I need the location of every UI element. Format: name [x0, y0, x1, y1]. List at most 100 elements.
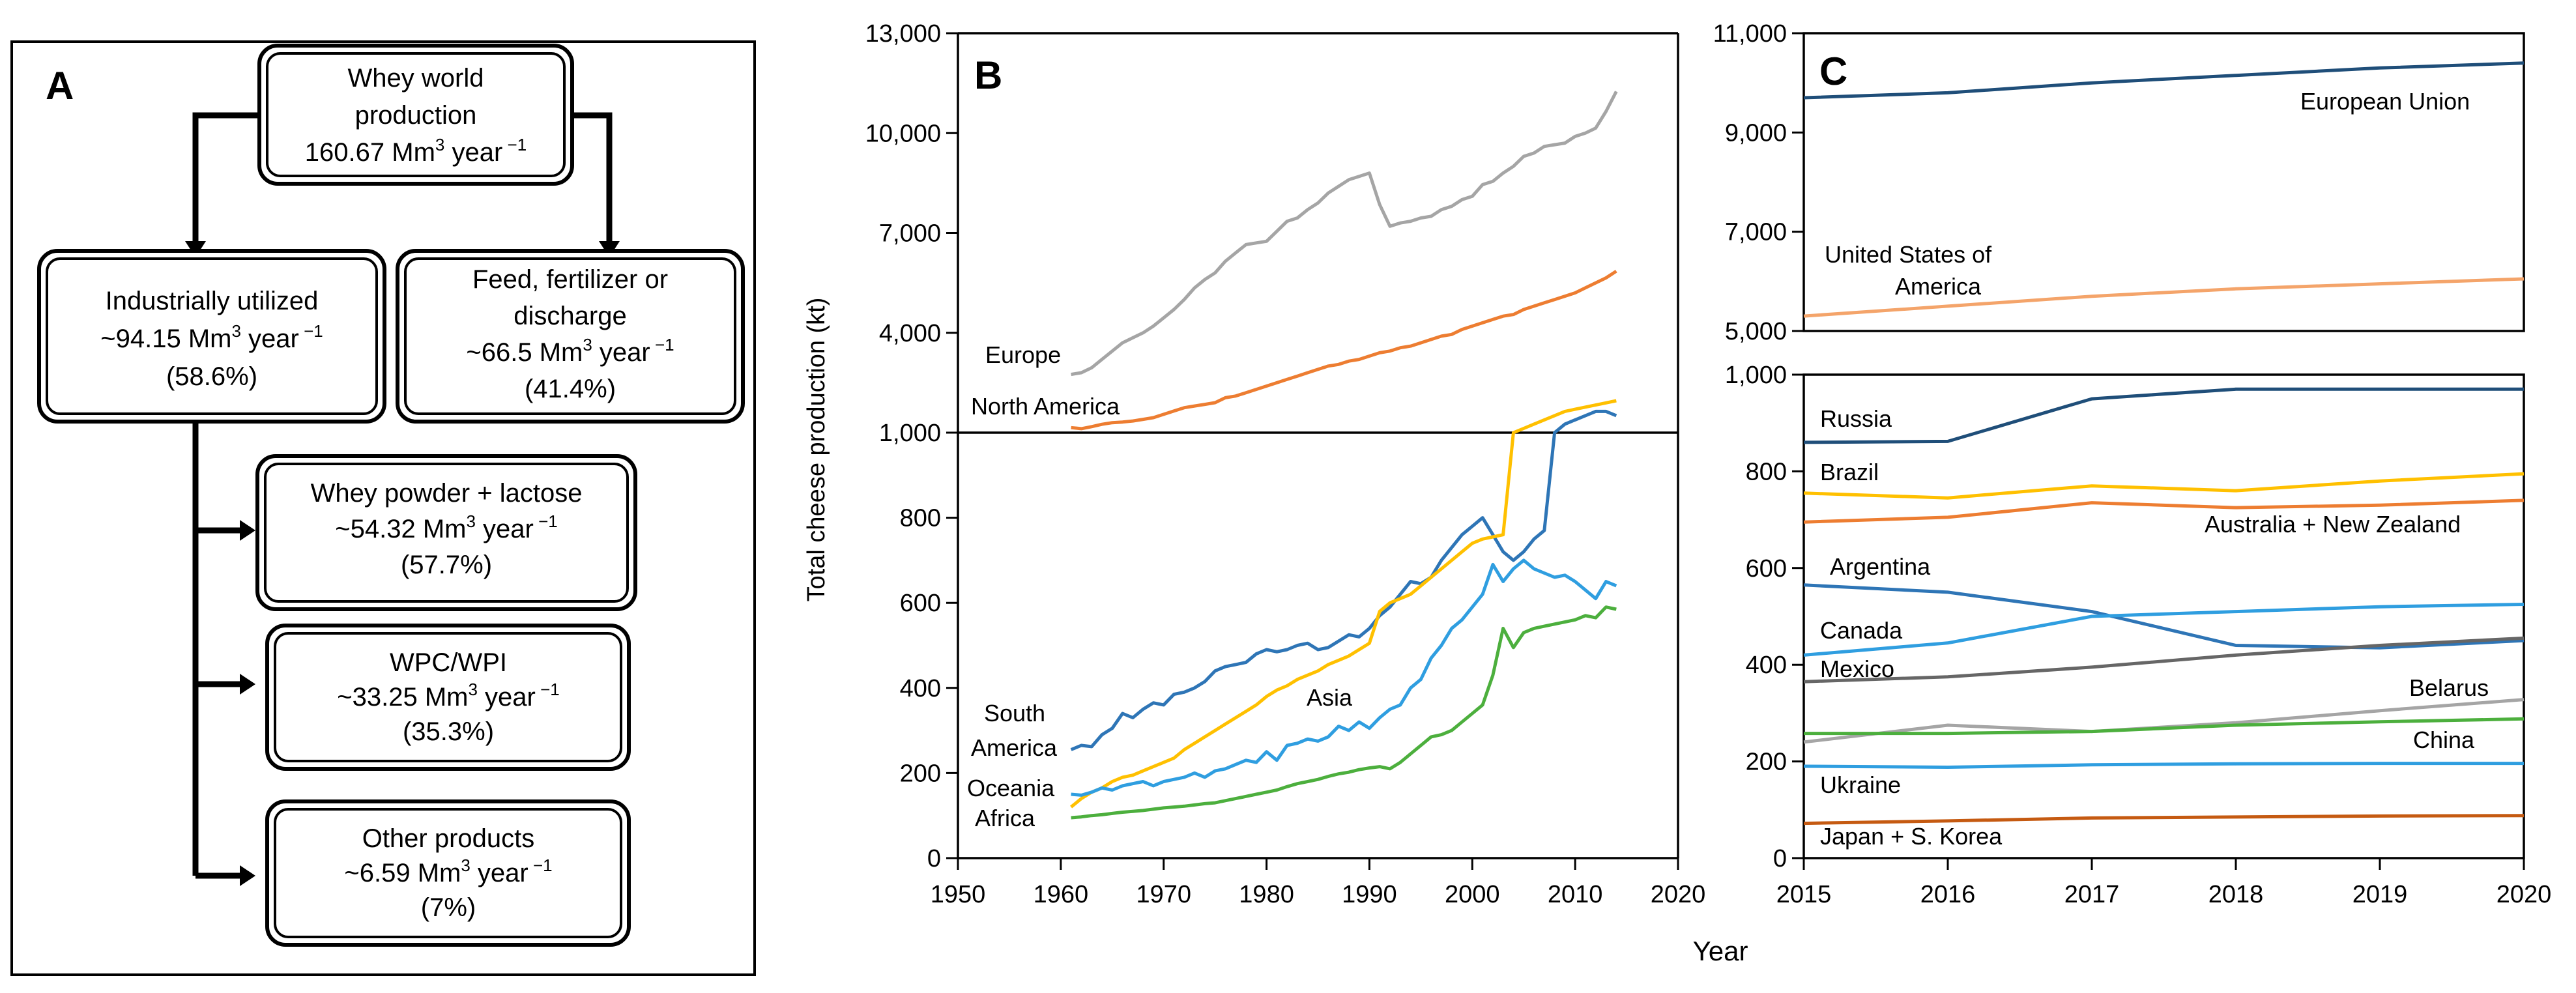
- powder-line1: Whey powder + lactose: [311, 479, 583, 508]
- y-tick-label-lower: 1,000: [1725, 362, 1787, 389]
- y-tick-label-lower: 800: [1746, 458, 1787, 485]
- panel-c-lower-frame: [1802, 373, 2525, 859]
- x-tick-label: 2015: [1776, 881, 1832, 908]
- feed-line4: (41.4%): [525, 375, 616, 403]
- x-tick-label: 2016: [1920, 881, 1976, 908]
- other-box: Other products ~6.59 Mm3 year −1 (7%): [265, 799, 631, 947]
- x-tick-label: 1960: [1034, 881, 1089, 908]
- whey-line2: production: [355, 101, 477, 130]
- series-line-european-union: [1803, 61, 2525, 100]
- y-tick-label-upper: 13,000: [865, 20, 941, 48]
- arrow-to-industrial: [192, 112, 259, 242]
- arrowhead-powder: [240, 520, 255, 541]
- x-tick-label: 2020: [2496, 881, 2552, 908]
- panel-a-frame: [10, 40, 756, 976]
- powder-line3: (57.7%): [401, 551, 492, 579]
- powder-line2: ~54.32 Mm3 year −1: [335, 511, 558, 543]
- arrow-to-feed: [572, 112, 613, 242]
- label-china: China: [2413, 727, 2475, 753]
- label-brazil: Brazil: [1820, 459, 1879, 485]
- wpc-line1: WPC/WPI: [390, 648, 507, 677]
- y-tick-label-upper: 7,000: [1725, 219, 1787, 246]
- feed-line2: discharge: [514, 302, 626, 330]
- label-usa-1: United States of: [1825, 241, 1992, 268]
- industrial-line1: Industrially utilized: [106, 287, 319, 315]
- industrial-line3: (58.6%): [166, 362, 257, 391]
- label-russia: Russia: [1820, 405, 1892, 432]
- panel-c: C 5,000 7,000 9,000 11,000 0 200 400 600 800 1,00…: [1713, 20, 2552, 908]
- label-south-america-2: America: [971, 734, 1058, 761]
- series-line-oceania: [1071, 558, 1617, 797]
- y-tick-label-lower: 600: [1746, 555, 1787, 583]
- panel-a: A Whey world production 160.67 Mm3 year …: [10, 40, 756, 976]
- panel-b-y-title: Total cheese production (kt): [803, 298, 830, 602]
- whey-production-box: Whey world production 160.67 Mm3 year −1: [257, 44, 574, 186]
- x-tick-label: 1990: [1342, 881, 1397, 908]
- panel-a-label: A: [46, 64, 74, 108]
- other-line3: (7%): [421, 893, 476, 922]
- y-tick-label-upper: 5,000: [1725, 318, 1787, 345]
- label-belarus: Belarus: [2409, 674, 2489, 701]
- series-line-china: [1804, 717, 2525, 736]
- label-north-america: North America: [971, 393, 1120, 420]
- series-line-ukraine: [1803, 762, 2524, 769]
- series-line-north-america: [1071, 270, 1617, 431]
- x-tick-label: 2020: [1651, 881, 1706, 908]
- industrial-line2: ~94.15 Mm3 year −1: [100, 321, 323, 353]
- y-tick-label-upper: 11,000: [1713, 20, 1787, 48]
- other-line2: ~6.59 Mm3 year −1: [344, 856, 552, 887]
- label-south-america-1: South: [984, 700, 1045, 727]
- series-line-australia-new-zealand: [1803, 498, 2525, 524]
- series-line-russia: [1803, 387, 2524, 444]
- label-ukraine: Ukraine: [1820, 771, 1901, 798]
- series-line-europe: [1071, 91, 1618, 377]
- wpc-line3: (35.3%): [403, 717, 494, 746]
- y-tick-label-lower: 600: [900, 590, 941, 617]
- label-oceania: Oceania: [967, 775, 1055, 801]
- feed-line1: Feed, fertilizer or: [472, 265, 668, 294]
- label-australia-nz: Australia + New Zealand: [2205, 511, 2461, 538]
- y-tick-label-upper: 10,000: [865, 120, 941, 147]
- industrial-box: Industrially utilized ~94.15 Mm3 year −1…: [37, 249, 386, 424]
- other-line1: Other products: [362, 824, 535, 853]
- label-argentina: Argentina: [1830, 553, 1931, 580]
- powder-box: Whey powder + lactose ~54.32 Mm3 year −1…: [255, 454, 637, 611]
- panel-c-upper-frame: [1802, 32, 2525, 332]
- panel-b-label: B: [974, 53, 1002, 97]
- wpc-box: WPC/WPI ~33.25 Mm3 year −1 (35.3%): [265, 624, 631, 771]
- y-tick-label-upper: 1,000: [879, 420, 941, 447]
- y-tick-label-upper: 4,000: [879, 320, 941, 347]
- label-mexico: Mexico: [1820, 655, 1894, 682]
- x-tick-label: 2000: [1445, 881, 1500, 908]
- panel-b: B Total cheese production (kt) 1,000 4,00…: [803, 20, 1705, 908]
- series-line-mexico: [1803, 636, 2525, 684]
- series-line-united-states-of-america: [1803, 277, 2525, 318]
- x-tick-label: 1980: [1239, 881, 1294, 908]
- series-line-asia: [1070, 399, 1617, 809]
- series-line-japan-s-korea: [1803, 814, 2525, 826]
- arrowhead-wpc: [240, 674, 255, 695]
- series-line-canada: [1803, 603, 2525, 657]
- series-line-argentina: [1803, 583, 2525, 650]
- y-tick-label-upper: 9,000: [1725, 119, 1787, 147]
- label-asia: Asia: [1307, 684, 1353, 711]
- y-tick-label-lower: 200: [900, 760, 941, 787]
- label-canada: Canada: [1820, 617, 1903, 644]
- series-line-south-america: [1070, 409, 1617, 751]
- label-europe: Europe: [985, 341, 1061, 368]
- x-axis-title: Year: [1693, 936, 1748, 966]
- arrowhead-other: [240, 865, 255, 886]
- x-tick-label: 2010: [1548, 881, 1603, 908]
- x-tick-label: 2017: [2064, 881, 2120, 908]
- label-usa-2: America: [1895, 273, 1982, 300]
- y-tick-label-upper: 7,000: [879, 220, 941, 248]
- label-africa: Africa: [975, 805, 1035, 831]
- feed-line3: ~66.5 Mm3 year −1: [466, 335, 674, 367]
- y-tick-label-lower: 200: [1746, 749, 1787, 776]
- y-tick-label-lower: 0: [1773, 845, 1787, 872]
- series-line-africa: [1071, 605, 1617, 820]
- whey-line1: Whey world: [348, 64, 484, 93]
- y-tick-label-lower: 400: [900, 675, 941, 702]
- x-tick-label: 1950: [931, 881, 986, 908]
